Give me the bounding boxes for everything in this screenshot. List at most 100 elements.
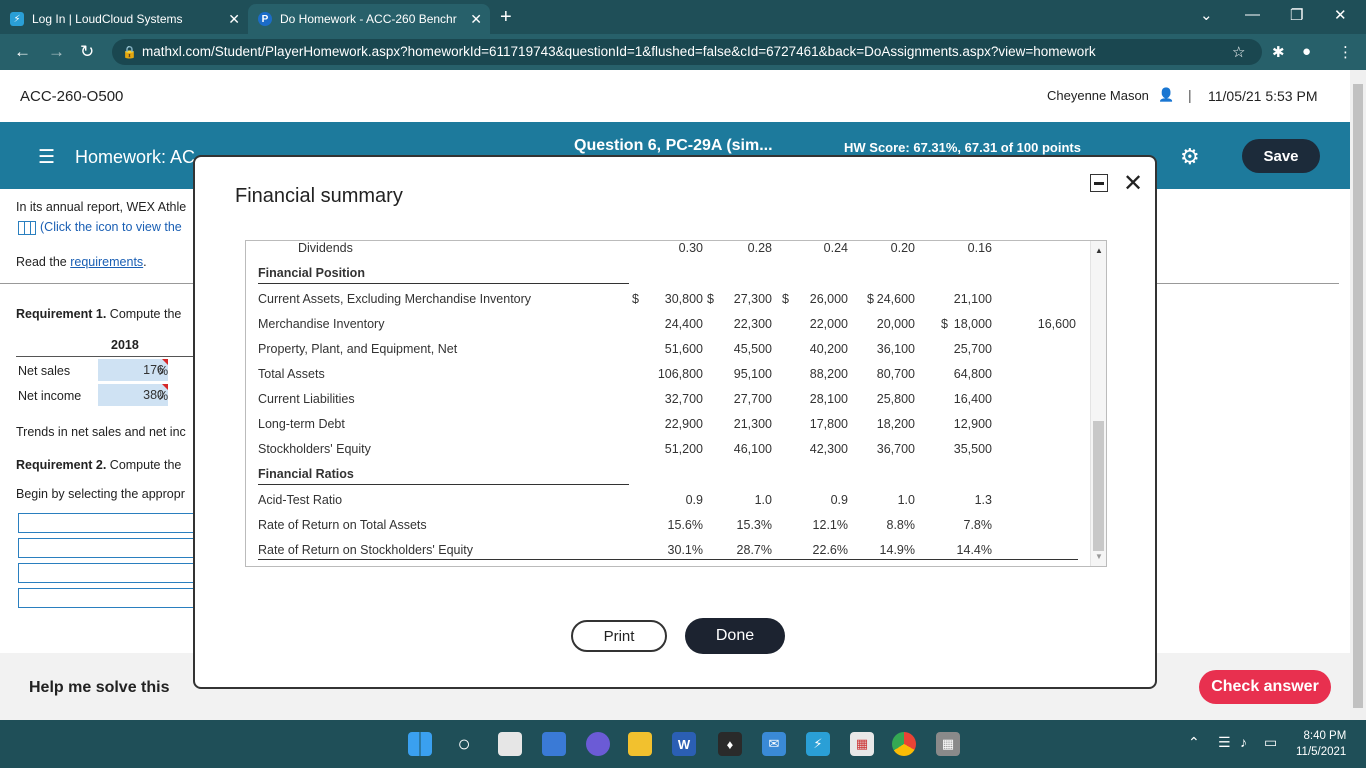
close-tab-icon[interactable]: ✕ — [228, 10, 240, 27]
close-window-icon[interactable]: ✕ — [1334, 7, 1347, 24]
answer-input-4[interactable] — [18, 588, 194, 608]
file-explorer-icon[interactable] — [628, 732, 652, 756]
minimize-dialog-icon[interactable] — [1090, 174, 1108, 192]
bolt-icon: ⚡ — [10, 12, 24, 26]
tab-title: Do Homework - ACC-260 Benchr — [280, 12, 457, 26]
net-income-answer[interactable]: 380 — [98, 384, 168, 406]
hamburger-menu-icon[interactable]: ☰ — [38, 147, 56, 168]
table-cell: 0.28 — [747, 241, 772, 255]
pearson-p-icon: P — [258, 12, 272, 26]
table-cell: 1.3 — [974, 493, 992, 507]
calculator-icon[interactable]: ▦ — [936, 732, 960, 756]
table-cell: 15.6% — [667, 518, 703, 532]
back-icon[interactable]: ← — [14, 42, 31, 61]
store-icon[interactable]: ♦ — [718, 732, 742, 756]
profile-icon[interactable]: ● — [1302, 43, 1312, 60]
page-scrollbar[interactable] — [1350, 70, 1366, 720]
requirement-1-text: Compute the — [106, 307, 182, 321]
net-income-label: Net income — [18, 389, 82, 403]
browser-tab-homework[interactable]: P Do Homework - ACC-260 Benchr ✕ — [248, 4, 490, 34]
net-sales-answer[interactable]: 176 — [98, 359, 168, 381]
table-cell: 8.8% — [886, 518, 916, 532]
search-icon[interactable]: ○ — [457, 731, 471, 756]
task-view-icon[interactable] — [498, 732, 522, 756]
gear-icon[interactable]: ⚙ — [1180, 144, 1200, 169]
table-cell: 28,100 — [809, 392, 848, 406]
chevron-up-icon[interactable]: ⌃ — [1188, 734, 1200, 750]
table-row-label: Long-term Debt — [258, 417, 345, 431]
battery-icon[interactable]: ▭ — [1264, 734, 1278, 750]
table-cell: 21,100 — [953, 292, 992, 306]
table-cell: 106,800 — [657, 367, 703, 381]
clock-date: 11/5/2021 — [1296, 746, 1347, 758]
table-cell: 30.1% — [667, 543, 703, 557]
new-tab-button[interactable]: + — [500, 6, 512, 28]
divider: | — [1188, 87, 1192, 103]
reload-icon[interactable]: ↻ — [80, 42, 95, 61]
question-title[interactable]: Question 6, PC-29A (sim... — [574, 137, 773, 154]
divider — [258, 484, 629, 485]
data-table-link[interactable]: (Click the icon to view the — [18, 220, 182, 235]
close-tab-icon[interactable]: ✕ — [470, 10, 482, 27]
table-scrollbar[interactable]: ▲ ▼ — [1090, 241, 1106, 566]
table-cell: 40,200 — [809, 342, 848, 356]
table-cell: 27,700 — [733, 392, 772, 406]
save-button[interactable]: Save — [1242, 139, 1320, 173]
wifi-icon[interactable]: ☰ — [1218, 734, 1231, 750]
financial-table[interactable]: ▲ ▼ Dividends 0.30 0.28 0.24 0.20 0.16 Financi… — [245, 240, 1107, 567]
done-button[interactable]: Done — [685, 618, 785, 654]
menu-icon[interactable]: ⋮ — [1338, 44, 1353, 61]
table-cell: 18,200 — [876, 417, 915, 431]
browser-tab-loudcloud[interactable]: ⚡ Log In | LoudCloud Systems ✕ — [0, 4, 248, 34]
minimize-icon[interactable]: — — [1245, 6, 1260, 23]
mail-icon[interactable]: ✉ — [762, 732, 786, 756]
table-row-label: Stockholders' Equity — [258, 442, 371, 456]
section-title: Financial Position — [258, 266, 365, 280]
volume-icon[interactable]: ♪ — [1240, 734, 1247, 750]
divider — [1157, 283, 1339, 284]
word-icon[interactable]: W — [672, 732, 696, 756]
chrome-icon[interactable] — [892, 732, 916, 756]
read-text: Read the — [16, 255, 67, 269]
answer-input-3[interactable] — [18, 563, 194, 583]
scrollbar-thumb[interactable] — [1353, 84, 1363, 708]
url-text: mathxl.com/Student/PlayerHomework.aspx?h… — [142, 44, 1096, 59]
scrollbar-thumb[interactable] — [1093, 421, 1104, 551]
requirement-2-label: Requirement 2. — [16, 458, 107, 472]
scroll-down-icon[interactable]: ▼ — [1095, 552, 1103, 561]
answer-input-2[interactable] — [18, 538, 194, 558]
intro-text: In its annual report, WEX Athle — [16, 200, 187, 214]
trends-text: Trends in net sales and net inc — [16, 425, 186, 439]
tab-search-icon[interactable]: ⌄ — [1200, 7, 1213, 24]
extensions-icon[interactable]: ✱ — [1272, 44, 1285, 61]
close-dialog-icon[interactable]: ✕ — [1123, 170, 1144, 197]
table-cell: 88,200 — [809, 367, 848, 381]
windows-start-icon[interactable] — [408, 732, 432, 756]
table-cell: 17,800 — [809, 417, 848, 431]
check-answer-button[interactable]: Check answer — [1199, 670, 1331, 704]
url-field[interactable]: 🔒 mathxl.com/Student/PlayerHomework.aspx… — [112, 39, 1262, 65]
section-title: Financial Ratios — [258, 467, 354, 481]
bolt-icon[interactable]: ⚡ — [806, 732, 830, 756]
user-icon: 👤 — [1158, 87, 1175, 102]
table-cell: 22,900 — [664, 417, 703, 431]
help-me-solve-button[interactable]: Help me solve this — [29, 679, 170, 696]
requirements-link[interactable]: requirements — [70, 255, 144, 269]
calendar-icon[interactable]: ▦ — [850, 732, 874, 756]
widgets-icon[interactable] — [542, 732, 566, 756]
print-button[interactable]: Print — [571, 620, 667, 652]
browser-tab-bar: ⚡ Log In | LoudCloud Systems ✕ P Do Home… — [0, 0, 1366, 34]
homework-title[interactable]: Homework: ACC-260 Benchmark - Topic 7 As… — [75, 147, 195, 167]
bookmark-star-icon[interactable]: ☆ — [1232, 44, 1246, 61]
taskbar-clock[interactable]: 8:40 PM 11/5/2021 — [1296, 728, 1346, 760]
scroll-up-icon[interactable]: ▲ — [1095, 246, 1103, 255]
user-name[interactable]: Cheyenne Mason — [1047, 88, 1149, 103]
dollar-sign: $ — [782, 292, 789, 306]
forward-icon[interactable]: → — [48, 42, 65, 61]
restore-icon[interactable]: ❐ — [1290, 7, 1304, 24]
table-cell: 22.6% — [812, 543, 848, 557]
answer-input-1[interactable] — [18, 513, 194, 533]
chat-icon[interactable] — [586, 732, 610, 756]
divider — [0, 283, 193, 284]
table-cell: 14.4% — [956, 543, 992, 557]
